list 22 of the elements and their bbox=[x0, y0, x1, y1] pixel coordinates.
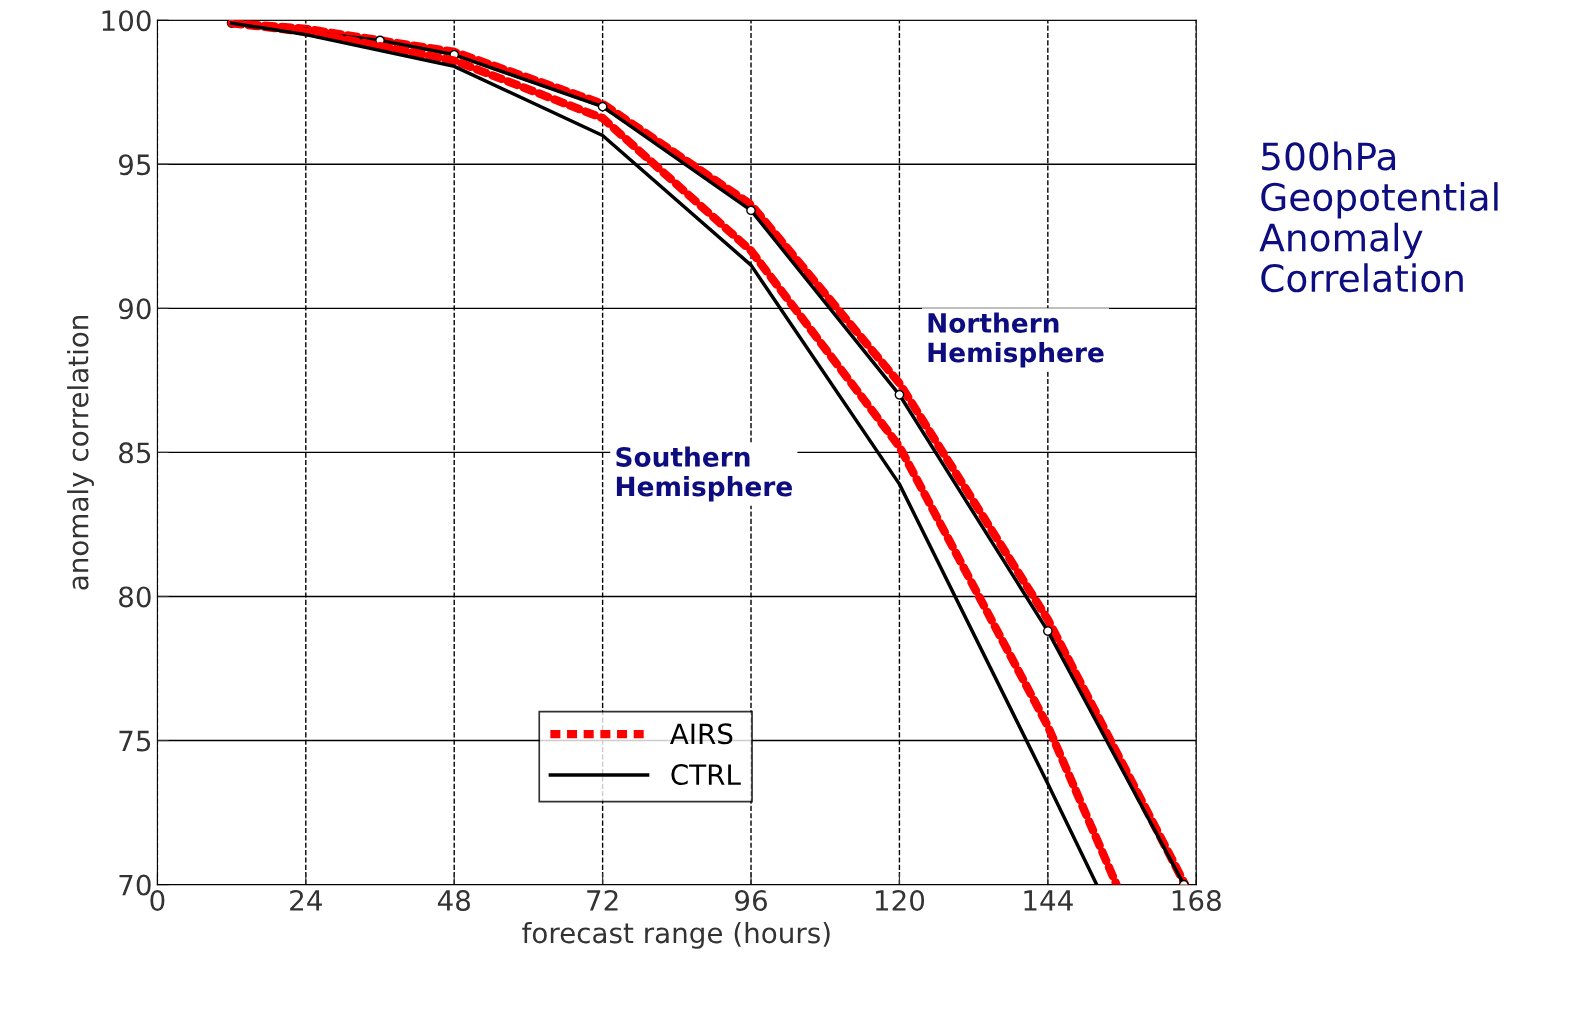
annotation: Northern Hemisphere bbox=[928, 312, 1104, 368]
y-tick-label: 75 bbox=[119, 730, 151, 752]
x-tick-label: 0 bbox=[150, 889, 165, 911]
x-tick-label: 48 bbox=[437, 889, 470, 911]
y-tick-label: 85 bbox=[119, 442, 151, 464]
x-tick-label: 120 bbox=[875, 889, 925, 911]
y-tick-label: 80 bbox=[119, 586, 151, 608]
y-tick-label: 90 bbox=[118, 298, 151, 320]
annotation: Southern Hemisphere bbox=[616, 446, 792, 502]
legend-label: AIRS bbox=[670, 723, 733, 745]
x-axis-title: forecast range (hours) bbox=[522, 921, 830, 949]
x-tick-label: 144 bbox=[1024, 890, 1073, 911]
y-axis-title: anomaly correlation bbox=[67, 315, 94, 590]
text: 500hPa Geopotential Anomaly Correlation bbox=[1259, 141, 1498, 293]
x-tick-label: 96 bbox=[735, 889, 767, 911]
x-tick-label: 24 bbox=[290, 889, 322, 911]
y-tick-label: 95 bbox=[118, 154, 151, 176]
y-tick-label: 100 bbox=[102, 10, 151, 32]
x-tick-label: 72 bbox=[587, 889, 618, 911]
y-tick-label: 70 bbox=[119, 874, 151, 896]
legend-label: CTRL bbox=[671, 764, 741, 786]
x-tick-label: 168 bbox=[1172, 889, 1221, 911]
